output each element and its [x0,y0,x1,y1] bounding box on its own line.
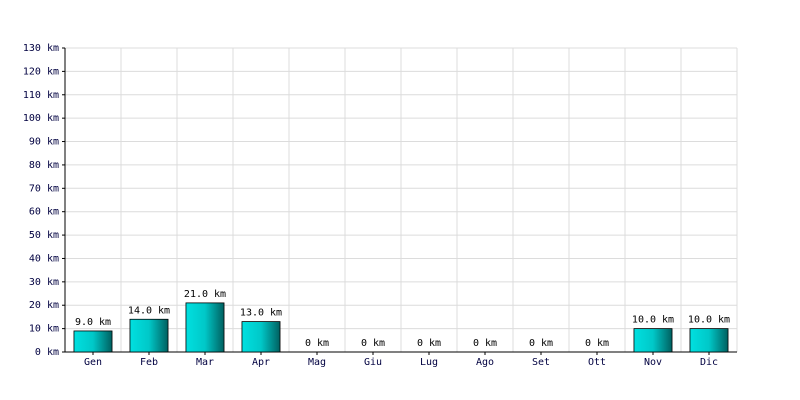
x-tick-label: Giu [364,357,382,368]
y-tick-label: 10 km [29,324,59,335]
x-tick-label: Ott [588,357,606,368]
y-tick-label: 50 km [29,230,59,241]
y-tick-label: 60 km [29,207,59,218]
value-label: 21.0 km [184,289,226,300]
y-tick-label: 70 km [29,183,59,194]
bar [689,328,729,353]
value-label: 0 km [529,338,553,349]
value-label: 10.0 km [688,315,730,326]
value-label: 0 km [473,338,497,349]
x-tick-label: Set [532,357,550,368]
value-label: 13.0 km [240,308,282,319]
x-tick-label: Dic [700,357,718,368]
value-label: 14.0 km [128,305,170,316]
x-tick-label: Lug [420,357,438,368]
value-label: 10.0 km [632,315,674,326]
bar [73,330,113,353]
y-tick-label: 40 km [29,253,59,264]
y-tick-label: 30 km [29,277,59,288]
y-tick-label: 0 km [35,347,59,358]
value-label: 0 km [361,338,385,349]
x-tick-label: Mar [196,357,214,368]
value-label: 0 km [417,338,441,349]
x-tick-label: Ago [476,357,494,368]
x-tick-label: Mag [308,357,326,368]
x-tick-label: Apr [252,357,270,368]
y-tick-label: 90 km [29,137,59,148]
bar [129,318,169,353]
y-tick-label: 120 km [23,66,59,77]
bar [633,328,673,353]
value-label: 0 km [585,338,609,349]
x-tick-label: Nov [644,357,662,368]
y-tick-label: 80 km [29,160,59,171]
value-label: 9.0 km [75,317,111,328]
value-label: 0 km [305,338,329,349]
bar [241,321,281,353]
bar [185,302,225,353]
y-tick-label: 130 km [23,43,59,54]
x-tick-label: Gen [84,357,102,368]
y-tick-label: 110 km [23,90,59,101]
x-tick-label: Feb [140,357,158,368]
y-tick-label: 100 km [23,113,59,124]
y-tick-label: 20 km [29,300,59,311]
